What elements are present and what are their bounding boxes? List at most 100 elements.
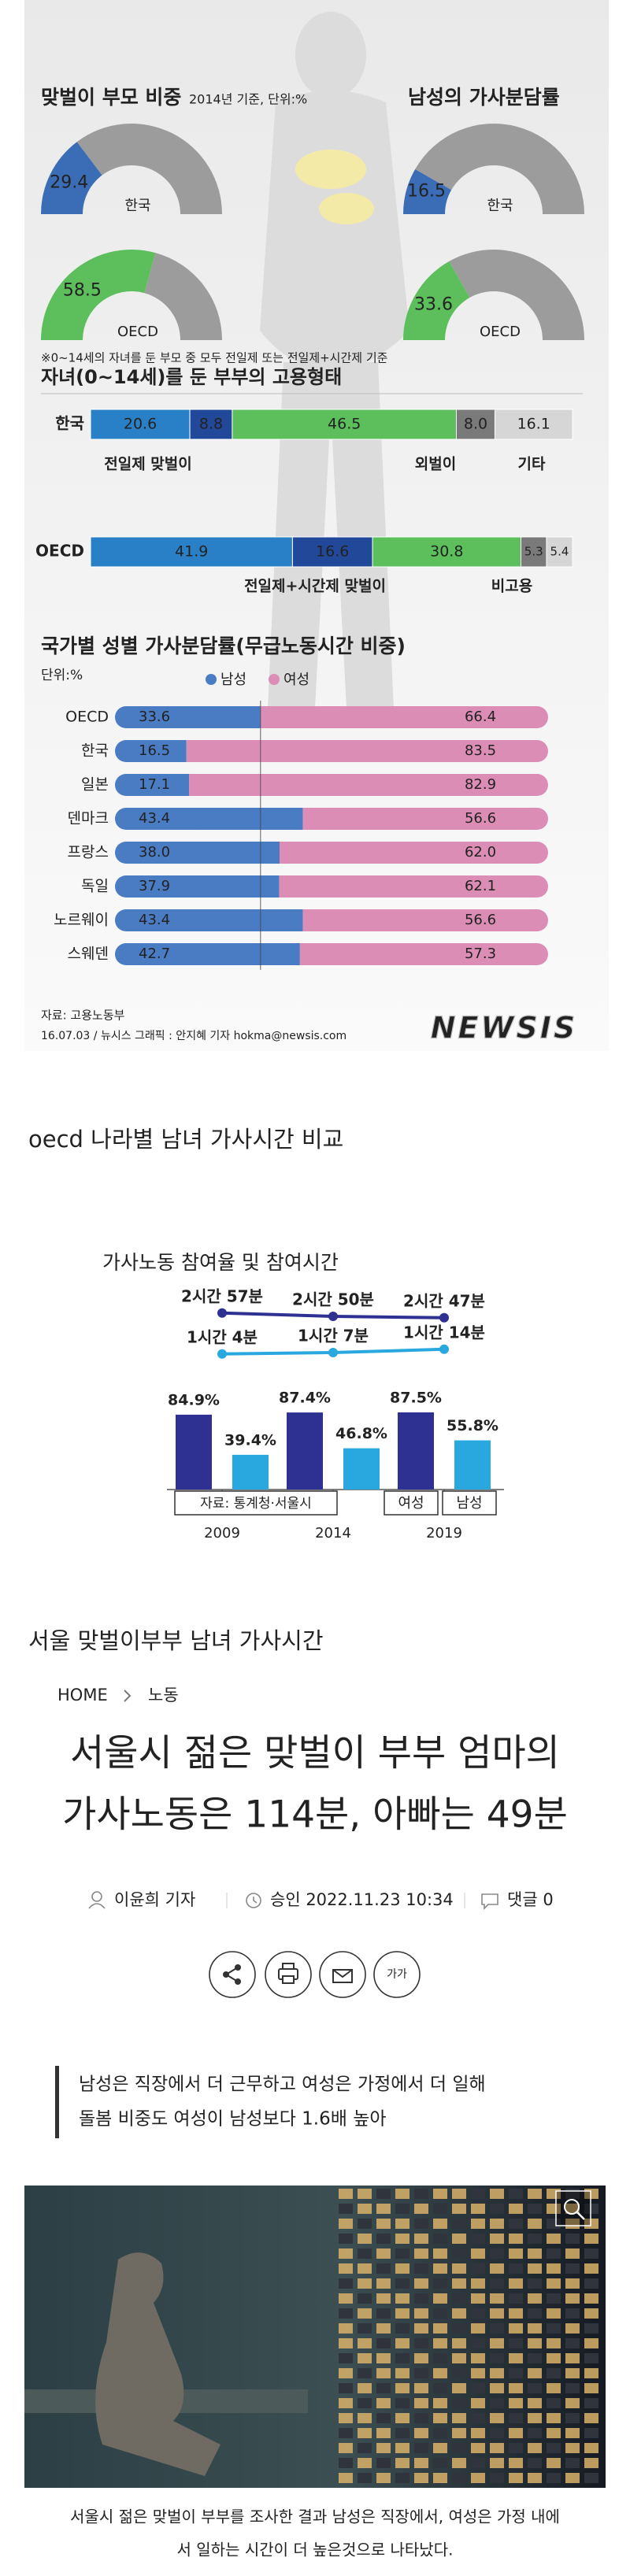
photo-window: [452, 2473, 466, 2483]
photo-window: [584, 2248, 598, 2259]
photo-window: [376, 2293, 391, 2304]
photo-window: [547, 2278, 561, 2289]
photo-window: [433, 2428, 447, 2438]
footnote: ※0~14세의 자녀를 둔 부모 중 모두 전일제 또는 전일제+시간제 기준: [41, 351, 388, 365]
time-label: 1시간 7분: [298, 1327, 369, 1345]
share-icon: [235, 1964, 241, 1971]
photo-window: [565, 2413, 580, 2423]
photo-window: [339, 2248, 353, 2259]
photo-window: [339, 2293, 353, 2304]
photo-window: [452, 2353, 466, 2363]
photo-window: [565, 2458, 580, 2468]
photo-window: [339, 2323, 353, 2334]
series-name: 전일제+시간제 맞벌이: [244, 578, 386, 595]
photo-window: [547, 2204, 561, 2214]
photo-window: [528, 2368, 542, 2378]
photo-window: [547, 2308, 561, 2319]
photo-window: [584, 2473, 598, 2483]
quote-bar: [55, 2066, 59, 2138]
photo-window: [433, 2383, 447, 2393]
photo-window: [414, 2293, 428, 2304]
photo-window: [509, 2398, 523, 2408]
bar-value: 56.6: [465, 810, 496, 827]
bar-male: [115, 842, 280, 864]
photo-window: [414, 2234, 428, 2244]
donut-value: 58.5: [63, 280, 102, 300]
photo-window: [433, 2353, 447, 2363]
font-size-button[interactable]: 가가: [387, 1968, 407, 1981]
tool-button[interactable]: [265, 1951, 312, 1998]
photo-window: [547, 2234, 561, 2244]
photo-window: [565, 2308, 580, 2319]
photo-window: [528, 2248, 542, 2259]
photo-window: [414, 2458, 428, 2468]
photo-window: [395, 2308, 410, 2319]
bar-value: 62.0: [465, 844, 496, 861]
unit-label: 단위:%: [41, 668, 83, 683]
mail-icon: [332, 1969, 353, 1983]
time-label: 2시간 50분: [292, 1290, 374, 1309]
photo-window: [358, 2443, 372, 2453]
photo-window: [376, 2443, 391, 2453]
photo-window: [565, 2338, 580, 2348]
tool-button[interactable]: [319, 1951, 366, 1998]
tool-button[interactable]: [373, 1951, 421, 1998]
photo-window: [490, 2234, 504, 2244]
bar-male: [115, 774, 190, 796]
section-title: 자녀(0~14세)를 둔 부부의 고용형태: [41, 366, 342, 388]
photo-window: [376, 2323, 391, 2334]
photo-window: [395, 2443, 410, 2453]
photo-window: [547, 2428, 561, 2438]
photo-window: [339, 2219, 353, 2229]
stacked-bar: [232, 409, 458, 440]
bar-male: [115, 706, 261, 728]
photo-window: [433, 2189, 447, 2199]
source: 자료: 통계청·서울시: [200, 1496, 312, 1512]
photo-window: [433, 2398, 447, 2408]
legend-box: [442, 1490, 497, 1516]
photo-window: [509, 2248, 523, 2259]
time-label: 1시간 14분: [403, 1323, 485, 1342]
photo-window: [452, 2323, 466, 2334]
watermark: NEWSIS: [431, 1011, 578, 1046]
bar-value: 33.6: [139, 709, 170, 725]
photo-window: [547, 2353, 561, 2363]
photo-window: [452, 2368, 466, 2378]
bar-value: 87.4%: [279, 1390, 331, 1407]
photo-window: [584, 2383, 598, 2393]
photo-window: [528, 2413, 542, 2423]
photo-window: [452, 2308, 466, 2319]
photo-window: [376, 2398, 391, 2408]
photo-window: [584, 2413, 598, 2423]
section-heading: oecd 나라별 남녀 가사시간 비교: [28, 1126, 343, 1153]
photo-window: [565, 2234, 580, 2244]
photo-window: [339, 2189, 353, 2199]
breadcrumb-separator: [124, 1690, 132, 1702]
photo-window: [584, 2308, 598, 2319]
photo-window: [490, 2204, 504, 2214]
zoom-button[interactable]: [555, 2190, 591, 2226]
photo-window: [584, 2323, 598, 2334]
photo-window: [339, 2368, 353, 2378]
credit: 16.07.03 / 뉴시스 그래픽 : 안지혜 기자 hokma@newsis…: [41, 1030, 346, 1042]
baby-figure: [295, 150, 374, 224]
photo-window: [584, 2353, 598, 2363]
photo-window: [452, 2413, 466, 2423]
photo-window: [547, 2398, 561, 2408]
photo-window: [414, 2353, 428, 2363]
time-point: [439, 1312, 449, 1323]
donut-value: 33.6: [414, 294, 453, 314]
bar-value: 17.1: [139, 776, 170, 793]
photo-window: [528, 2263, 542, 2274]
series-name: 비고용: [491, 578, 532, 595]
bar-value: 62.1: [465, 878, 496, 894]
photo-window: [376, 2308, 391, 2319]
bar-value: 39.4%: [224, 1431, 276, 1449]
photo-window: [414, 2278, 428, 2289]
bar-value: 8.0: [464, 416, 487, 433]
tool-button[interactable]: [209, 1951, 256, 1998]
stacked-bar: [291, 536, 373, 568]
bar-female: [279, 875, 548, 898]
